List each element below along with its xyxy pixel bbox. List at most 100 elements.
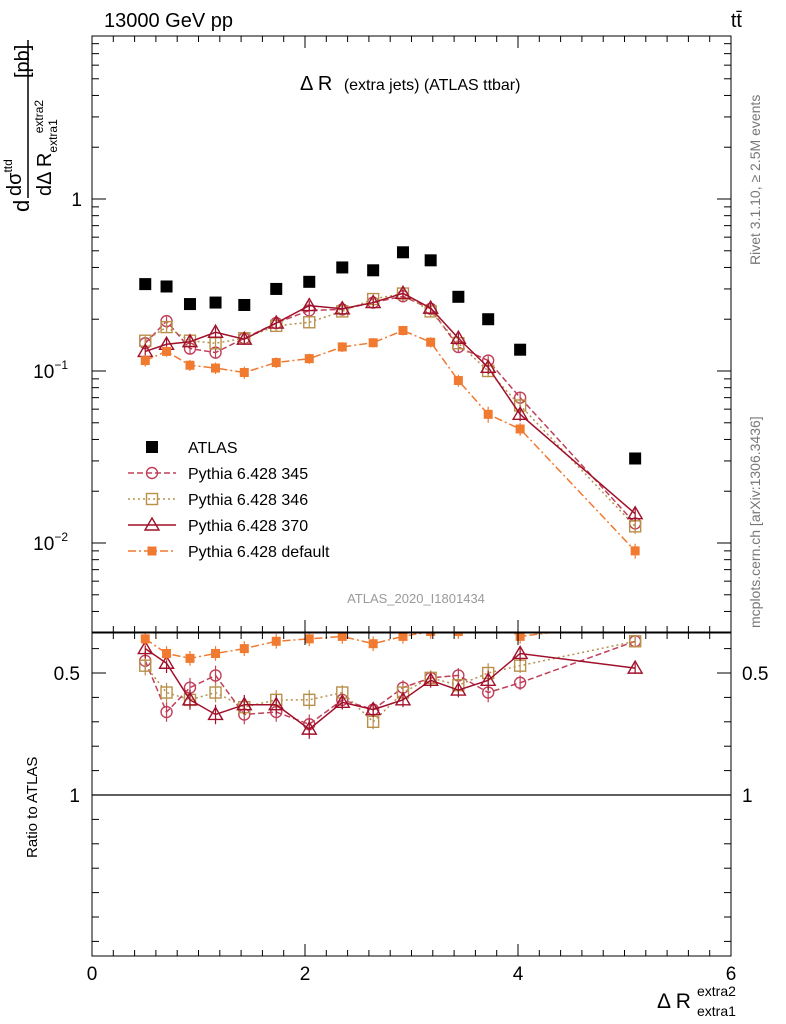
ratio-y-tick-label-right: 1 — [742, 786, 753, 807]
point-p370 — [301, 297, 318, 312]
point-p370 — [479, 358, 497, 374]
point-atlas — [160, 280, 173, 293]
ratio-point-p370 — [236, 696, 253, 711]
legend-entry-default: Pythia 6.428 default — [128, 544, 330, 561]
point-pdef — [630, 546, 640, 556]
ratio-point-pdef — [211, 648, 221, 658]
x-label-sub: extra1 — [697, 1003, 736, 1019]
ratio-point-pdef — [368, 639, 378, 649]
ratio-point-p370 — [334, 693, 351, 708]
ratio-point-pdef — [304, 634, 314, 644]
point-p370 — [422, 299, 439, 314]
legend: ATLAS Pythia 6.428 345 Pythia 6.428 346 … — [128, 440, 330, 561]
x-axis-label: Δ R extra2 extra1 — [657, 983, 736, 1019]
ratio-point-p346 — [209, 686, 222, 699]
point-atlas — [452, 290, 465, 303]
ratio-y-tick-label-right: 0.5 — [742, 664, 768, 685]
ratio-point-p370 — [511, 645, 529, 660]
legend-symbol-p370 — [143, 516, 161, 531]
main-plot-panel: 110−110−2 Δ R (extra jets) (ATLAS ttbar)… — [1, 35, 732, 633]
ratio-y-tick-label-left: 0.5 — [54, 664, 80, 685]
legend-symbol-p346 — [145, 492, 159, 506]
legend-marker-p345 — [128, 466, 176, 480]
header-energy-label: 13000 GeV pp — [104, 10, 233, 32]
ratio-point-pdef — [484, 615, 493, 624]
legend-label-default: Pythia 6.428 default — [188, 544, 330, 561]
line-p346 — [144, 292, 636, 527]
y-tick-label-base: 10 — [33, 534, 54, 555]
y-tick-label: 10−2 — [33, 530, 68, 555]
point-p370 — [207, 323, 224, 338]
point-p370 — [236, 330, 253, 345]
ratio-point-pdef — [162, 648, 172, 658]
rivet-version-label: Rivet 3.1.10, ≥ 2.5M events — [747, 95, 763, 265]
point-p370 — [181, 333, 199, 348]
y-label-unit: [pb] — [12, 45, 34, 78]
y-label-d: d — [9, 200, 34, 212]
point-atlas — [514, 343, 527, 356]
legend-label-p345: Pythia 6.428 345 — [188, 466, 308, 483]
legend-symbol-p345 — [145, 466, 159, 480]
point-pdef — [398, 325, 408, 335]
point-p346 — [160, 320, 173, 334]
point-pdef — [515, 424, 525, 434]
point-pdef — [453, 376, 463, 386]
ratio-point-p370 — [450, 681, 467, 696]
plot-title-main: Δ R — [300, 73, 332, 95]
ratio-point-p346 — [303, 693, 316, 707]
ratio-point-p346 — [628, 635, 642, 648]
point-atlas — [270, 282, 283, 295]
y-label-denominator: dΔ Rextra1extra2 — [32, 100, 60, 196]
y-tick-label-exponent: −2 — [54, 530, 68, 544]
point-atlas — [183, 298, 196, 311]
point-atlas — [209, 296, 222, 309]
legend-entry-p370: Pythia 6.428 370 — [128, 516, 308, 535]
ratio-series-pdef — [140, 615, 640, 666]
ratio-point-pdef — [515, 633, 525, 641]
x-tick-label: 4 — [513, 964, 524, 985]
x-tick-label: 2 — [300, 964, 311, 985]
x-label-main: Δ R — [657, 990, 691, 1013]
legend-marker-atlas — [146, 441, 158, 453]
point-atlas — [336, 261, 349, 274]
ratio-point-p370 — [364, 701, 382, 716]
legend-label-p370: Pythia 6.428 370 — [188, 518, 308, 535]
y-tick-label: 1 — [71, 190, 82, 211]
ratio-y-axis-label: Ratio to ATLAS — [24, 757, 41, 858]
mcplots-label: mcplots.cern.ch [arXiv:1306.3436] — [747, 416, 763, 628]
ratio-point-pdef — [398, 633, 408, 641]
header-process-label: tt̄ — [731, 10, 743, 32]
series-atlas — [139, 246, 642, 465]
point-p370 — [626, 505, 644, 520]
point-p346 — [396, 287, 410, 300]
y-tick-label-exponent: −1 — [54, 358, 68, 372]
y-tick-label-base: 1 — [71, 190, 82, 211]
ratio-point-pdef — [631, 617, 640, 626]
main-y-axis-label: d dσttd dΔ Rextra1extra2 [pb] — [1, 40, 60, 212]
legend-symbol-atlas — [146, 441, 158, 453]
legend-marker-p346 — [128, 492, 176, 506]
point-p370 — [394, 284, 412, 299]
point-atlas — [238, 298, 251, 311]
point-atlas — [367, 264, 380, 277]
point-pdef — [483, 409, 493, 419]
point-pdef — [140, 356, 150, 366]
ratio-point-p345 — [513, 676, 527, 689]
ratio-point-pdef — [185, 653, 195, 663]
legend-marker-p370 — [128, 516, 176, 531]
ratio-point-p370 — [479, 671, 497, 687]
point-p370 — [268, 314, 285, 329]
x-tick-label: 0 — [87, 964, 98, 985]
point-pdef — [426, 337, 436, 347]
ratio-point-p346 — [139, 659, 152, 672]
ratio-point-p370 — [301, 720, 318, 735]
legend-entry-atlas: ATLAS — [146, 440, 238, 457]
y-tick-label: 10−1 — [33, 358, 68, 383]
point-atlas — [139, 278, 152, 291]
point-pdef — [162, 346, 172, 356]
ratio-plot-marks — [92, 615, 731, 796]
main-plot-axes: 110−110−2 — [33, 36, 732, 632]
y-tick-label-base: 10 — [33, 362, 54, 383]
point-pdef — [211, 363, 221, 373]
